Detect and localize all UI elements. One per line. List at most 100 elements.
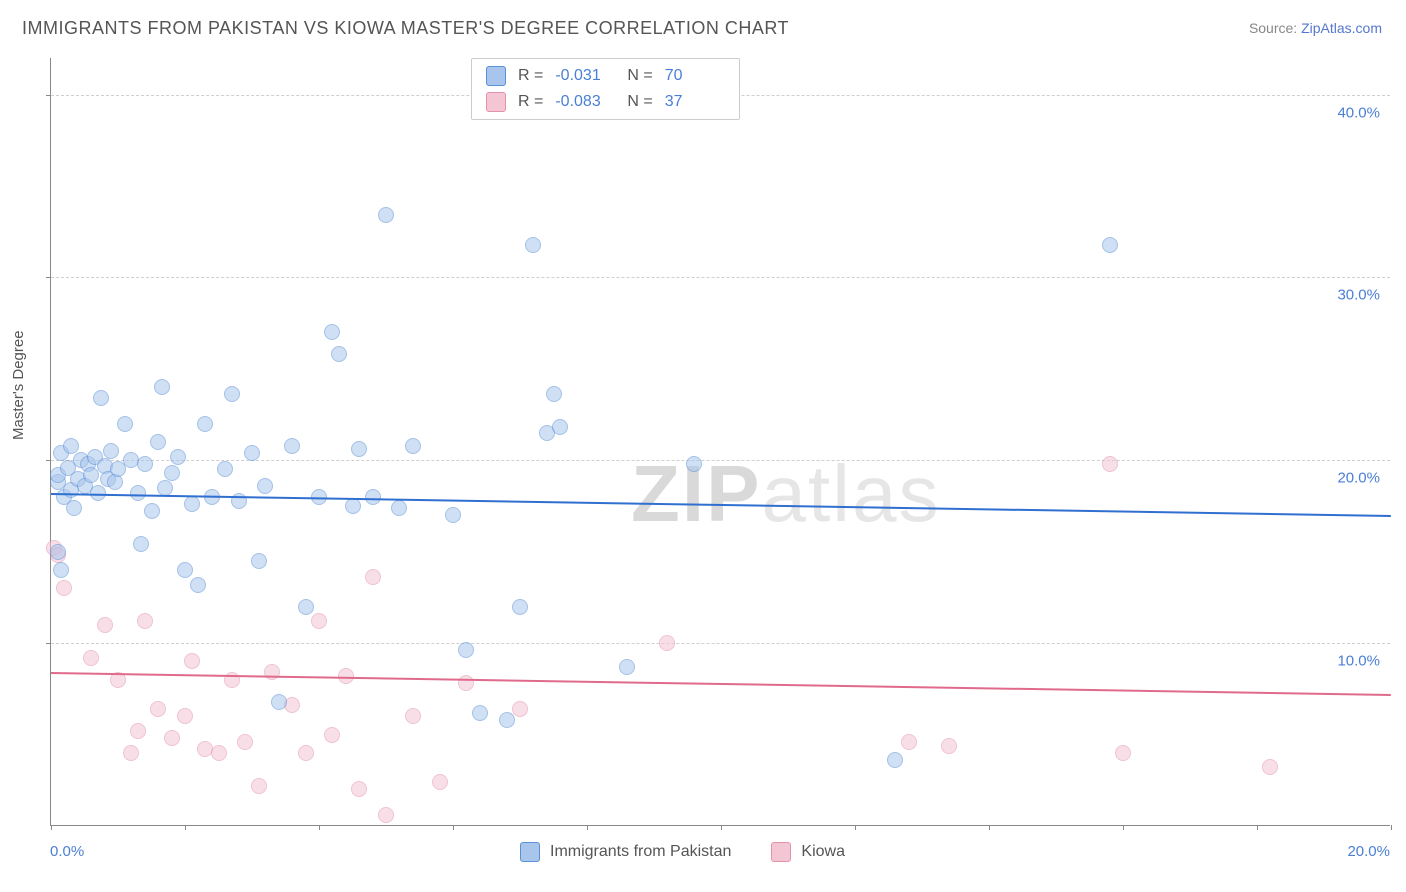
data-point-kiowa xyxy=(130,723,146,739)
data-point-kiowa xyxy=(56,580,72,596)
data-point-kiowa xyxy=(298,745,314,761)
r-label-1: R = xyxy=(518,67,543,85)
data-point-kiowa xyxy=(251,778,267,794)
data-point-kiowa xyxy=(901,734,917,750)
data-point-kiowa xyxy=(264,664,280,680)
data-point-kiowa xyxy=(512,701,528,717)
data-point-pakistan xyxy=(298,599,314,615)
data-point-kiowa xyxy=(659,635,675,651)
legend-row-series2: R = -0.083 N = 37 xyxy=(486,89,725,115)
legend-item-series1: Immigrants from Pakistan xyxy=(520,842,731,862)
r-label-2: R = xyxy=(518,93,543,111)
gridline xyxy=(51,643,1390,644)
data-point-pakistan xyxy=(445,507,461,523)
n-value-1: 70 xyxy=(665,67,725,85)
data-point-pakistan xyxy=(552,419,568,435)
data-point-kiowa xyxy=(365,569,381,585)
data-point-pakistan xyxy=(499,712,515,728)
data-point-pakistan xyxy=(331,346,347,362)
data-point-kiowa xyxy=(941,738,957,754)
data-point-pakistan xyxy=(137,456,153,472)
data-point-pakistan xyxy=(177,562,193,578)
data-point-kiowa xyxy=(324,727,340,743)
x-tick-mark xyxy=(51,825,52,830)
y-tick-label: 20.0% xyxy=(1335,470,1382,487)
data-point-kiowa xyxy=(311,613,327,629)
n-label-2: N = xyxy=(627,93,652,111)
y-axis-title: Master's Degree xyxy=(10,330,27,440)
data-point-pakistan xyxy=(154,379,170,395)
source-prefix: Source: xyxy=(1249,20,1301,36)
data-point-pakistan xyxy=(351,441,367,457)
x-tick-mark xyxy=(319,825,320,830)
data-point-pakistan xyxy=(66,500,82,516)
data-point-pakistan xyxy=(512,599,528,615)
data-point-pakistan xyxy=(405,438,421,454)
scatter-plot-area: ZIPatlas R = -0.031 N = 70 R = -0.083 N … xyxy=(50,58,1390,826)
legend-label-series2: Kiowa xyxy=(801,843,845,861)
data-point-kiowa xyxy=(1102,456,1118,472)
data-point-pakistan xyxy=(244,445,260,461)
data-point-kiowa xyxy=(137,613,153,629)
data-point-pakistan xyxy=(130,485,146,501)
data-point-kiowa xyxy=(123,745,139,761)
data-point-pakistan xyxy=(284,438,300,454)
data-point-kiowa xyxy=(378,807,394,823)
x-tick-label-min: 0.0% xyxy=(50,843,84,860)
y-tick-label: 40.0% xyxy=(1335,104,1382,121)
y-tick-mark xyxy=(46,277,51,278)
x-tick-mark xyxy=(453,825,454,830)
y-tick-label: 30.0% xyxy=(1335,287,1382,304)
data-point-kiowa xyxy=(405,708,421,724)
data-point-pakistan xyxy=(251,553,267,569)
data-point-kiowa xyxy=(184,653,200,669)
x-tick-mark xyxy=(721,825,722,830)
data-point-pakistan xyxy=(197,416,213,432)
data-point-pakistan xyxy=(103,443,119,459)
legend-item-series2: Kiowa xyxy=(771,842,845,862)
data-point-pakistan xyxy=(93,390,109,406)
data-point-kiowa xyxy=(351,781,367,797)
data-point-pakistan xyxy=(53,562,69,578)
data-point-pakistan xyxy=(271,694,287,710)
legend-row-series1: R = -0.031 N = 70 xyxy=(486,63,725,89)
y-tick-mark xyxy=(46,95,51,96)
data-point-pakistan xyxy=(231,493,247,509)
x-tick-mark xyxy=(1391,825,1392,830)
legend-label-series1: Immigrants from Pakistan xyxy=(550,843,731,861)
series-legend: Immigrants from Pakistan Kiowa xyxy=(520,842,845,862)
data-point-pakistan xyxy=(217,461,233,477)
data-point-pakistan xyxy=(63,438,79,454)
x-tick-mark xyxy=(587,825,588,830)
source-link[interactable]: ZipAtlas.com xyxy=(1301,20,1382,36)
chart-source: Source: ZipAtlas.com xyxy=(1249,20,1382,36)
data-point-pakistan xyxy=(345,498,361,514)
data-point-pakistan xyxy=(117,416,133,432)
swatch-series1-bottom xyxy=(520,842,540,862)
data-point-kiowa xyxy=(177,708,193,724)
data-point-pakistan xyxy=(391,500,407,516)
data-point-pakistan xyxy=(170,449,186,465)
watermark-light: atlas xyxy=(761,449,940,538)
data-point-pakistan xyxy=(150,434,166,450)
data-point-pakistan xyxy=(472,705,488,721)
gridline xyxy=(51,277,1390,278)
y-tick-mark xyxy=(46,460,51,461)
data-point-pakistan xyxy=(619,659,635,675)
data-point-kiowa xyxy=(432,774,448,790)
data-point-pakistan xyxy=(686,456,702,472)
x-tick-mark xyxy=(855,825,856,830)
r-value-1: -0.031 xyxy=(555,67,615,85)
data-point-kiowa xyxy=(83,650,99,666)
data-point-pakistan xyxy=(157,480,173,496)
x-tick-mark xyxy=(989,825,990,830)
data-point-pakistan xyxy=(190,577,206,593)
r-value-2: -0.083 xyxy=(555,93,615,111)
data-point-pakistan xyxy=(887,752,903,768)
swatch-series2 xyxy=(486,92,506,112)
n-value-2: 37 xyxy=(665,93,725,111)
data-point-kiowa xyxy=(1262,759,1278,775)
data-point-pakistan xyxy=(224,386,240,402)
data-point-pakistan xyxy=(144,503,160,519)
x-tick-mark xyxy=(1257,825,1258,830)
